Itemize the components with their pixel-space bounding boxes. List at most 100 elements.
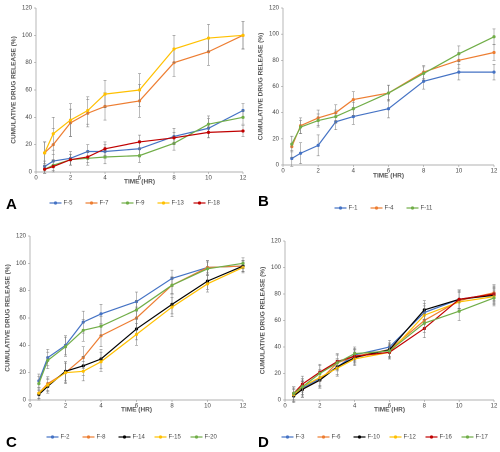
x-tick-label: 6	[138, 176, 142, 182]
x-tick-label: 12	[491, 169, 498, 175]
data-point	[37, 391, 41, 395]
y-axis-title: CUMULATIVE DRUG RELEASE (%)	[11, 36, 18, 144]
legend-label: F-9	[136, 201, 146, 207]
y-tick-label: 40	[19, 343, 26, 349]
data-point	[241, 129, 245, 133]
x-tick-label: 0	[34, 176, 38, 182]
data-point	[43, 151, 47, 155]
data-point	[298, 151, 303, 155]
y-tick-label: 20	[19, 370, 26, 376]
x-tick-label: 12	[240, 176, 247, 182]
legend-label: F-16	[440, 435, 453, 441]
data-point	[492, 35, 496, 39]
legend-marker	[50, 435, 55, 439]
legend-label: F-15	[169, 435, 182, 441]
series-line	[38, 266, 244, 394]
x-tick-label: 2	[69, 176, 73, 182]
x-tick-label: 8	[170, 404, 174, 410]
y-tick-label: 0	[278, 398, 282, 404]
legend-label: F-1	[349, 206, 359, 212]
data-point	[86, 155, 90, 159]
y-tick-label: 100	[22, 33, 33, 39]
panel-letter: D	[258, 434, 269, 451]
data-point	[205, 282, 210, 286]
legend-label: F-10	[368, 435, 381, 441]
y-tick-label: 0	[23, 398, 27, 404]
data-point	[353, 352, 357, 356]
x-tick-label: 2	[316, 169, 320, 175]
series-line	[44, 34, 244, 154]
data-point	[457, 52, 461, 56]
series-line	[291, 36, 495, 145]
legend-marker	[125, 201, 130, 205]
x-tick-label: 2	[64, 404, 68, 410]
legend-label: F-12	[404, 435, 417, 441]
x-tick-label: 10	[205, 176, 212, 182]
data-point	[422, 71, 426, 76]
y-tick-label: 20	[25, 142, 32, 148]
data-point	[68, 118, 73, 122]
data-point	[68, 158, 73, 162]
data-point	[457, 309, 461, 313]
x-axis-title: TIME (HR)	[373, 173, 404, 180]
data-point	[134, 308, 139, 312]
y-axis-title: CUMULATIVE DRUG RELEASE (%)	[5, 264, 12, 372]
legend-marker	[194, 435, 199, 439]
x-tick-label: 0	[283, 404, 287, 410]
data-point	[51, 132, 55, 136]
data-point	[51, 164, 55, 169]
y-tick-label: 100	[271, 265, 282, 271]
legend-marker	[122, 435, 127, 439]
x-tick-label: 10	[204, 404, 211, 410]
x-tick-label: 0	[281, 169, 285, 175]
data-point	[137, 140, 142, 144]
x-tick-label: 0	[28, 404, 32, 410]
data-point	[81, 369, 85, 373]
data-point	[457, 297, 461, 301]
y-tick-label: 60	[19, 316, 26, 322]
legend-label: F-8	[97, 435, 107, 441]
data-point	[99, 324, 103, 328]
x-tick-label: 8	[422, 169, 426, 175]
y-tick-label: 40	[274, 345, 281, 351]
series-line	[44, 130, 244, 170]
data-point	[137, 88, 142, 92]
data-point	[316, 118, 320, 123]
data-point	[170, 305, 174, 309]
data-point	[99, 312, 103, 316]
data-point	[492, 50, 496, 55]
x-tick-label: 12	[240, 404, 247, 410]
legend-marker	[89, 201, 94, 205]
legend-marker	[338, 206, 343, 210]
legend-marker	[161, 201, 166, 205]
legend-marker	[410, 206, 415, 210]
data-point	[206, 36, 211, 40]
legend-marker	[393, 435, 398, 439]
data-point	[290, 142, 294, 146]
y-tick-label: 120	[269, 6, 280, 12]
legend-marker	[465, 435, 470, 439]
data-point	[457, 70, 461, 74]
y-tick-label: 80	[274, 292, 281, 298]
data-point	[335, 361, 339, 365]
series-line	[293, 292, 495, 396]
panel-letter: A	[6, 196, 17, 213]
legend-marker	[86, 435, 91, 439]
data-point	[422, 321, 426, 325]
series-line	[38, 265, 244, 394]
y-tick-label: 20	[274, 371, 281, 377]
data-point	[351, 97, 355, 102]
y-axis-title: CUMULATIVE DRUG RELEASE (%)	[260, 267, 267, 375]
x-tick-label: 4	[352, 169, 356, 175]
data-point	[241, 33, 245, 37]
x-tick-label: 6	[387, 169, 391, 175]
y-tick-label: 40	[272, 110, 279, 116]
legend-label: F-7	[100, 201, 110, 207]
legend-label: F-17	[476, 435, 489, 441]
series-line	[44, 34, 244, 154]
y-tick-label: 120	[271, 239, 282, 245]
legend-label: F-5	[64, 201, 74, 207]
x-tick-label: 2	[318, 404, 322, 410]
x-tick-label: 4	[103, 176, 107, 182]
